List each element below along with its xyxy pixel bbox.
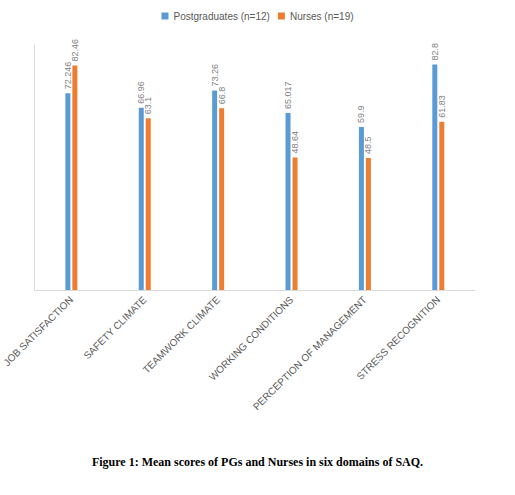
svg-text:PERCEPTION OF MANAGEMENT: PERCEPTION OF MANAGEMENT (251, 294, 369, 412)
svg-text:63.1: 63.1 (143, 97, 153, 115)
svg-text:59.9: 59.9 (356, 105, 366, 123)
svg-text:73.26: 73.26 (210, 64, 220, 87)
svg-text:Nurses (n=19): Nurses (n=19) (290, 11, 354, 22)
svg-text:STRESS RECOGNITION: STRESS RECOGNITION (354, 294, 442, 382)
svg-text:48.64: 48.64 (290, 131, 300, 154)
svg-text:JOB SATISFACTION: JOB SATISFACTION (1, 294, 75, 368)
svg-text:61.83: 61.83 (437, 95, 447, 118)
svg-text:72.246: 72.246 (63, 62, 73, 90)
svg-text:48.5: 48.5 (363, 136, 373, 154)
svg-text:66.96: 66.96 (136, 81, 147, 104)
svg-text:Mean scores of PGs and Nurses: Mean scores of PGs and Nurses in six dom… (139, 455, 423, 469)
svg-text:WORKING CONDITIONS: WORKING CONDITIONS (207, 294, 296, 383)
svg-text:SAFETY CLIMATE: SAFETY CLIMATE (81, 294, 148, 361)
svg-text:66.8: 66.8 (217, 87, 227, 105)
svg-text:Postgraduates (n=12): Postgraduates (n=12) (173, 11, 269, 22)
svg-text:Figure 1:: Figure 1: (92, 455, 139, 469)
svg-text:TEAMWORK CLIMATE: TEAMWORK CLIMATE (141, 294, 223, 376)
svg-text:65.017: 65.017 (283, 81, 293, 109)
svg-text:82.8: 82.8 (430, 43, 440, 61)
svg-text:82.46: 82.46 (70, 39, 80, 62)
